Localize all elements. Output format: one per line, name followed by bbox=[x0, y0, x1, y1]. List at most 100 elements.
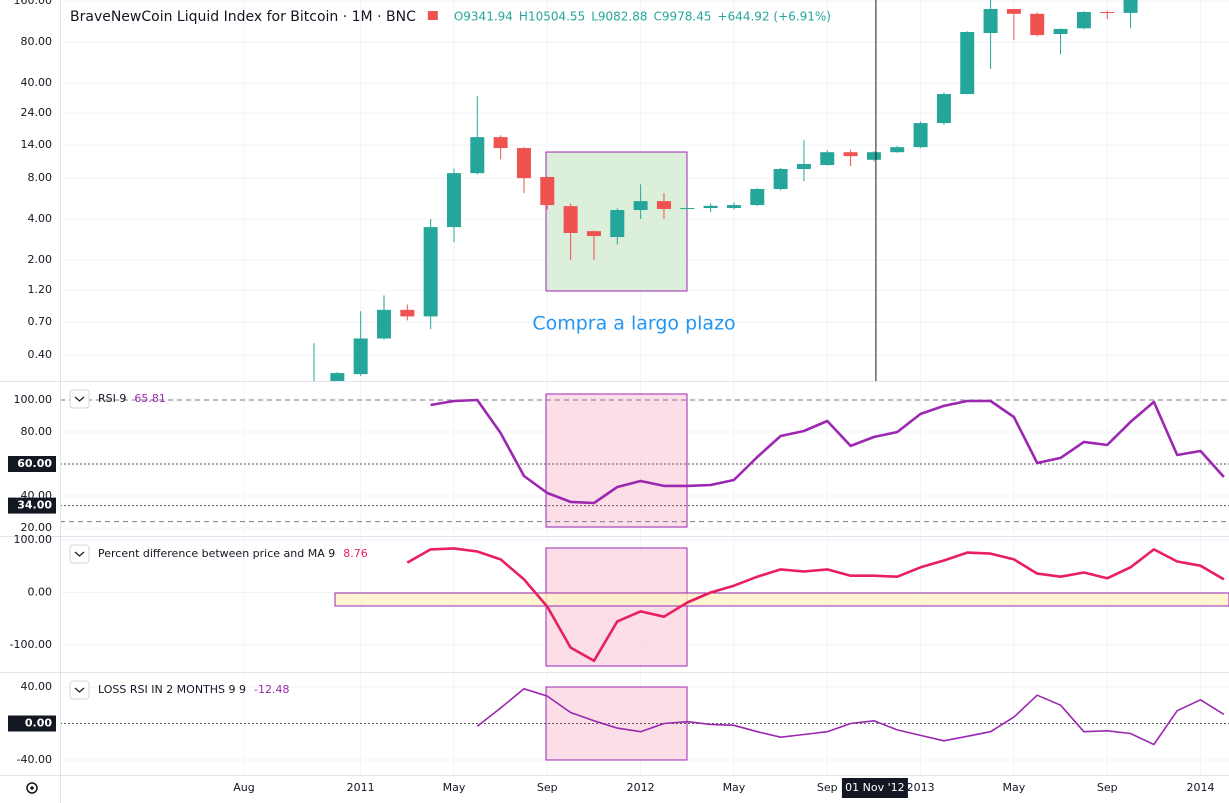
collapse-box bbox=[69, 544, 90, 564]
y-tick-label: 20.00 bbox=[21, 521, 53, 534]
crosshair-badge bbox=[841, 778, 908, 798]
candle-body bbox=[773, 169, 788, 190]
candle-body bbox=[633, 201, 648, 211]
y-tick-label: 0.00 bbox=[28, 586, 53, 599]
x-tick-label: Aug bbox=[233, 781, 254, 794]
x-tick-label: Sep bbox=[537, 781, 558, 794]
legend-value: 65.81 bbox=[134, 392, 166, 405]
status-icon bbox=[427, 11, 438, 20]
x-tick-label: May bbox=[443, 781, 466, 794]
y-tick-label: 160.00 bbox=[14, 0, 53, 7]
collapse-button[interactable] bbox=[69, 680, 90, 700]
candle-body bbox=[353, 338, 368, 375]
legend-name: Percent difference between price and MA … bbox=[98, 547, 335, 560]
candle-body bbox=[516, 148, 531, 179]
candle-body bbox=[540, 176, 555, 206]
y-tick-label: -100.00 bbox=[10, 638, 52, 651]
x-tick-label: May bbox=[723, 781, 746, 794]
candle-body bbox=[1053, 28, 1068, 34]
candle-body bbox=[680, 208, 695, 210]
candle-body bbox=[446, 173, 461, 228]
y-tick-label: 80.00 bbox=[21, 425, 53, 438]
y-tick-label: 14.00 bbox=[21, 138, 53, 151]
overlay: Aug 2011 May Sep 2012 May Sep 2013 May Sep 2014 0.4… bbox=[8, 0, 1215, 798]
candle-body bbox=[726, 205, 741, 209]
candle-body bbox=[586, 231, 601, 237]
annotation-box bbox=[545, 393, 688, 528]
legend-value: 8.76 bbox=[343, 547, 368, 560]
chevron bbox=[74, 551, 85, 557]
candle-body bbox=[796, 164, 811, 170]
line-series bbox=[430, 398, 1225, 505]
y-tick-label: -40.00 bbox=[17, 753, 52, 766]
ohlc-value: +644.92 (+6.91%) bbox=[718, 10, 831, 24]
candle-body bbox=[493, 137, 508, 149]
ohlc-value: C9978.45 bbox=[654, 10, 712, 24]
y-tick-label: 24.00 bbox=[21, 106, 53, 119]
annotation-band bbox=[334, 592, 1229, 607]
y-tick-label: 100.00 bbox=[14, 393, 53, 406]
x-tick-label: Sep bbox=[817, 781, 838, 794]
candle-body bbox=[843, 152, 858, 157]
candle-body bbox=[1030, 13, 1045, 36]
legend-value: -12.48 bbox=[254, 683, 289, 696]
candle-body bbox=[1100, 12, 1115, 14]
candle-body bbox=[1076, 12, 1091, 29]
annotation-box bbox=[545, 547, 688, 667]
x-tick-label: 2013 bbox=[907, 781, 935, 794]
candle-body bbox=[1123, 0, 1138, 13]
legend-name: RSI 9 bbox=[98, 392, 126, 405]
y-tick-label: 40.00 bbox=[21, 76, 53, 89]
candle-body bbox=[703, 205, 718, 209]
settings-icon[interactable] bbox=[26, 782, 38, 794]
y-tick-label: 80.00 bbox=[21, 35, 53, 48]
candle-body bbox=[610, 210, 625, 238]
candle-body bbox=[330, 373, 345, 381]
y-tick-label: 40.00 bbox=[21, 680, 53, 693]
x-tick-label: 2011 bbox=[347, 781, 375, 794]
candle-body bbox=[983, 8, 998, 34]
level-label: 0.00 bbox=[25, 716, 52, 729]
candle-body bbox=[423, 227, 438, 317]
ohlc-value: O9341.94 bbox=[454, 10, 513, 24]
x-tick-label: May bbox=[1003, 781, 1026, 794]
candle-body bbox=[656, 201, 671, 210]
candle-body bbox=[820, 152, 835, 166]
chevron bbox=[74, 396, 85, 402]
collapse-box bbox=[69, 389, 90, 409]
level-label: 34.00 bbox=[17, 499, 52, 512]
candle-body bbox=[1006, 8, 1021, 14]
y-tick-label: 1.20 bbox=[28, 283, 53, 296]
line-series bbox=[476, 688, 1225, 746]
level-badge bbox=[8, 497, 56, 514]
legend-name: LOSS RSI IN 2 MONTHS 9 9 bbox=[98, 683, 246, 696]
collapse-button[interactable] bbox=[69, 544, 90, 564]
candle-body bbox=[563, 206, 578, 233]
chevron bbox=[74, 687, 85, 693]
y-tick-label: 0.70 bbox=[28, 315, 53, 328]
candle-body bbox=[960, 32, 975, 95]
x-tick-label: 2012 bbox=[627, 781, 655, 794]
candle-body bbox=[750, 189, 765, 206]
candle-body bbox=[866, 152, 881, 160]
candle-body bbox=[890, 147, 905, 153]
ohlc-value: L9082.88 bbox=[591, 10, 647, 24]
candle-body bbox=[936, 94, 951, 124]
chart-title: BraveNewCoin Liquid Index for Bitcoin · … bbox=[70, 9, 416, 25]
crosshair-label: 01 Nov '12 bbox=[845, 781, 904, 794]
y-tick-label: 0.40 bbox=[28, 348, 53, 361]
collapse-button[interactable] bbox=[69, 389, 90, 409]
level-badge bbox=[8, 456, 56, 472]
candle-body bbox=[470, 137, 485, 174]
x-tick-label: 2014 bbox=[1187, 781, 1215, 794]
plots bbox=[60, 0, 1229, 746]
candles bbox=[313, 0, 1138, 381]
collapse-box bbox=[69, 680, 90, 700]
candle-body bbox=[376, 309, 391, 339]
y-tick-label: 4.00 bbox=[28, 212, 53, 225]
candle-body bbox=[400, 309, 415, 317]
level-label: 60.00 bbox=[17, 457, 52, 470]
y-tick-label: 100.00 bbox=[14, 533, 53, 546]
level-badge bbox=[8, 715, 56, 732]
